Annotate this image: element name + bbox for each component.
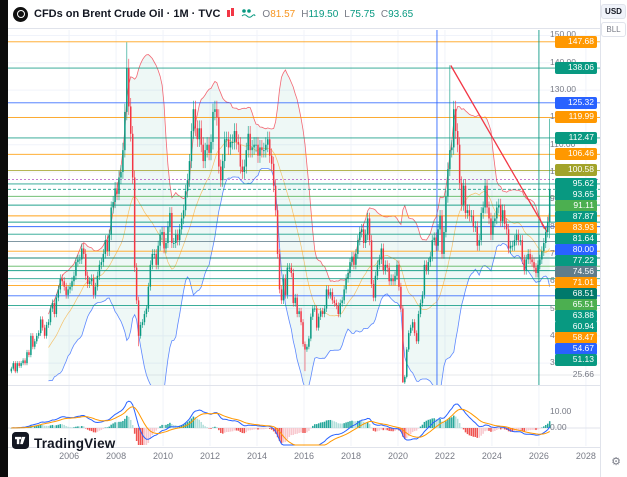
close-label: C xyxy=(380,8,389,20)
price-level-label[interactable]: 91.11 xyxy=(555,199,597,212)
right-gutter-border xyxy=(600,0,601,477)
price-level-label[interactable]: 87.87 xyxy=(555,210,597,223)
ohlc-legend: O81.57 H119.50 L75.75 C93.65 xyxy=(262,9,413,20)
price-level-label[interactable]: 68.51 xyxy=(555,287,597,300)
price-level-label[interactable]: 81.64 xyxy=(555,232,597,245)
low-label: L xyxy=(344,8,350,20)
price-level-label[interactable]: 54.67 xyxy=(555,342,597,355)
year-label: 2028 xyxy=(575,451,596,461)
axis-settings-icon[interactable]: ⚙ xyxy=(611,456,621,468)
year-label: 2012 xyxy=(200,451,221,461)
price-level-label[interactable]: 74.56 xyxy=(555,265,597,278)
time-axis-divider xyxy=(8,447,600,448)
pane-divider[interactable] xyxy=(8,385,600,386)
price-level-label[interactable]: 77.22 xyxy=(555,254,597,267)
left-edge-strip xyxy=(0,0,8,477)
toolbar-divider xyxy=(8,28,600,29)
time-axis[interactable]: 2006 2008 2010 2012 2014 2016 2018 2020 2022 2024… xyxy=(0,451,596,465)
price-level-label[interactable]: 65.51 xyxy=(555,298,597,311)
tradingview-wordmark: TradingView xyxy=(34,435,116,451)
unit-toggle-bll[interactable]: BLL xyxy=(601,22,626,37)
price-level-label[interactable]: 106.46 xyxy=(555,148,597,161)
year-label: 2006 xyxy=(59,451,80,461)
price-level-label[interactable]: 58.47 xyxy=(555,331,597,344)
price-level-label[interactable]: 63.88 xyxy=(555,309,597,322)
price-level-label[interactable]: 138.06 xyxy=(555,62,597,74)
price-level-label[interactable]: 51.13 xyxy=(555,353,597,366)
price-level-label[interactable]: 25.66 xyxy=(572,369,594,379)
year-label: 2026 xyxy=(528,451,549,461)
symbol-title[interactable]: CFDs on Brent Crude Oil · 1M · TVC xyxy=(34,8,221,20)
high-label: H xyxy=(301,8,309,20)
close-value: 93.65 xyxy=(388,8,414,20)
price-level-label[interactable]: 147.68 xyxy=(555,35,597,48)
tradingview-logo-icon xyxy=(12,432,29,454)
price-level-label[interactable]: 112.47 xyxy=(555,131,597,144)
price-level-label[interactable]: 100.58 xyxy=(555,164,597,177)
year-label: 2010 xyxy=(153,451,174,461)
low-value: 75.75 xyxy=(349,8,375,20)
currency-toggle-usd[interactable]: USD xyxy=(601,4,626,19)
last-price-label[interactable]: 93.65 xyxy=(555,188,597,201)
year-label: 2022 xyxy=(434,451,455,461)
price-level-label[interactable]: 71.01 xyxy=(555,276,597,289)
tradingview-watermark[interactable]: TradingView xyxy=(12,432,115,454)
year-label: 2016 xyxy=(293,451,315,461)
price-level-label[interactable]: 80.00 xyxy=(555,243,597,256)
year-label: 2014 xyxy=(247,451,268,461)
open-value: 81.57 xyxy=(270,8,296,20)
price-level-label[interactable]: 95.62 xyxy=(555,177,597,190)
year-label: 2018 xyxy=(340,451,361,461)
year-label: 2020 xyxy=(387,451,408,461)
price-level-label[interactable]: 119.99 xyxy=(555,111,597,124)
high-value: 119.50 xyxy=(308,8,339,20)
chart-style-icon[interactable] xyxy=(226,5,235,23)
price-level-label[interactable]: 125.32 xyxy=(555,96,597,109)
indicator-icon[interactable] xyxy=(241,5,256,23)
year-label: 2024 xyxy=(481,451,502,461)
year-label: 2008 xyxy=(106,451,127,461)
chart-legend-bar: CFDs on Brent Crude Oil · 1M · TVC O81.5… xyxy=(8,0,600,28)
symbol-logo-icon[interactable] xyxy=(13,6,28,22)
price-level-label[interactable]: 60.94 xyxy=(555,320,597,333)
open-label: O xyxy=(262,8,271,20)
price-level-label[interactable]: 83.93 xyxy=(555,221,597,234)
